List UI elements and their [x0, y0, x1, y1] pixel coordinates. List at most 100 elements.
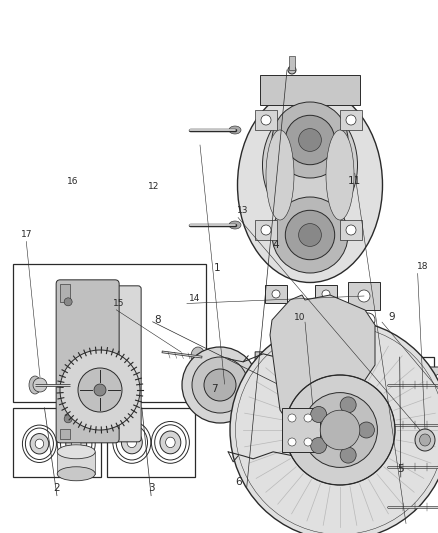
Circle shape	[261, 115, 271, 125]
Circle shape	[320, 410, 360, 450]
Circle shape	[340, 397, 356, 413]
Bar	[255, 220, 277, 240]
Circle shape	[336, 430, 350, 444]
Ellipse shape	[262, 105, 357, 225]
Ellipse shape	[57, 467, 95, 481]
Text: 16: 16	[67, 177, 78, 185]
Bar	[265, 285, 287, 303]
Circle shape	[261, 225, 271, 235]
Bar	[348, 282, 380, 310]
Circle shape	[304, 438, 312, 446]
Bar	[260, 75, 360, 105]
Ellipse shape	[29, 376, 41, 394]
Circle shape	[358, 422, 374, 438]
Text: 18: 18	[417, 262, 428, 271]
Circle shape	[358, 290, 370, 302]
Bar	[366, 357, 434, 461]
Circle shape	[322, 290, 330, 298]
Text: 6: 6	[235, 478, 242, 487]
Circle shape	[285, 375, 395, 485]
Text: 17: 17	[21, 230, 32, 239]
Circle shape	[299, 128, 321, 151]
Circle shape	[299, 224, 321, 246]
Bar	[255, 110, 277, 130]
Circle shape	[288, 414, 296, 422]
Circle shape	[346, 225, 356, 235]
Text: 15: 15	[113, 300, 124, 308]
Text: 5: 5	[397, 464, 404, 474]
Ellipse shape	[121, 431, 142, 454]
Polygon shape	[255, 352, 305, 439]
Polygon shape	[270, 295, 375, 450]
Circle shape	[304, 414, 312, 422]
Circle shape	[394, 374, 406, 386]
Circle shape	[311, 438, 327, 454]
Ellipse shape	[382, 376, 394, 394]
Text: 7: 7	[211, 384, 218, 394]
Text: 10: 10	[294, 313, 306, 321]
Circle shape	[64, 298, 72, 306]
Text: 1: 1	[213, 263, 220, 273]
Bar	[60, 284, 70, 302]
Circle shape	[288, 438, 296, 446]
Circle shape	[230, 320, 438, 533]
Ellipse shape	[382, 416, 394, 434]
Ellipse shape	[382, 498, 394, 516]
Circle shape	[327, 417, 353, 443]
Circle shape	[346, 115, 356, 125]
Bar	[289, 56, 295, 70]
Circle shape	[361, 363, 375, 377]
FancyBboxPatch shape	[387, 367, 438, 433]
Circle shape	[434, 414, 438, 426]
Circle shape	[285, 115, 335, 165]
Ellipse shape	[286, 387, 296, 399]
Circle shape	[182, 347, 258, 423]
Ellipse shape	[326, 130, 354, 220]
Circle shape	[192, 357, 248, 413]
Circle shape	[287, 304, 293, 310]
Ellipse shape	[237, 87, 382, 282]
Circle shape	[204, 369, 236, 401]
Circle shape	[60, 350, 140, 430]
Ellipse shape	[166, 437, 175, 448]
Text: 2: 2	[53, 483, 60, 492]
Circle shape	[394, 414, 406, 426]
Ellipse shape	[229, 126, 241, 134]
Ellipse shape	[415, 429, 435, 451]
FancyBboxPatch shape	[56, 280, 119, 443]
Ellipse shape	[288, 66, 296, 74]
Circle shape	[311, 407, 327, 423]
Bar	[265, 382, 293, 404]
Text: 4: 4	[272, 240, 279, 250]
Bar	[60, 429, 70, 439]
Bar	[282, 408, 320, 452]
Text: 3: 3	[148, 483, 155, 492]
Circle shape	[327, 304, 333, 310]
Bar	[13, 264, 206, 402]
Circle shape	[361, 313, 375, 327]
Circle shape	[340, 447, 356, 463]
Circle shape	[94, 384, 106, 396]
Ellipse shape	[30, 433, 49, 454]
Ellipse shape	[266, 130, 294, 220]
Ellipse shape	[57, 445, 95, 459]
Ellipse shape	[66, 432, 87, 455]
Ellipse shape	[420, 434, 431, 446]
Ellipse shape	[160, 431, 181, 454]
Circle shape	[303, 393, 378, 467]
Bar	[13, 408, 101, 477]
Circle shape	[272, 197, 348, 273]
Circle shape	[295, 350, 335, 390]
Circle shape	[434, 374, 438, 386]
Ellipse shape	[229, 221, 241, 229]
Ellipse shape	[33, 378, 47, 392]
Text: 11: 11	[348, 176, 361, 186]
Bar	[57, 452, 95, 474]
Ellipse shape	[127, 437, 137, 448]
Bar	[315, 285, 337, 303]
Bar	[340, 110, 362, 130]
Text: 8: 8	[154, 315, 161, 325]
Ellipse shape	[35, 439, 44, 448]
Text: 9: 9	[389, 312, 396, 322]
Text: 14: 14	[189, 294, 201, 303]
